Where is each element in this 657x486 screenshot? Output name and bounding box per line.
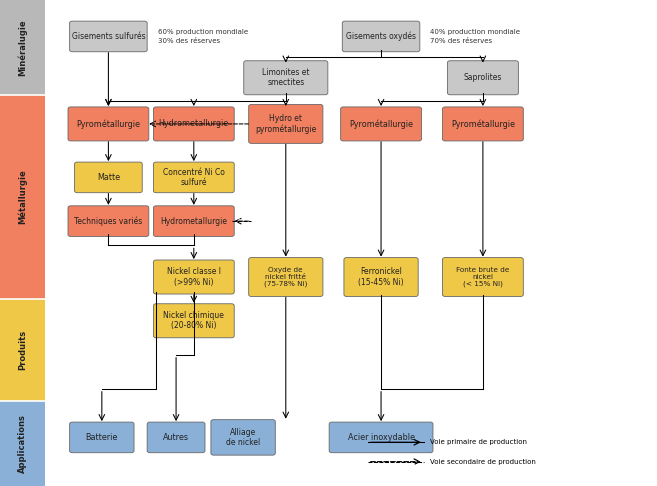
Text: Voie primaire de production: Voie primaire de production bbox=[430, 439, 528, 445]
Text: Limonites et
smectites: Limonites et smectites bbox=[262, 68, 309, 87]
FancyBboxPatch shape bbox=[447, 61, 518, 95]
FancyBboxPatch shape bbox=[442, 107, 523, 141]
Text: Ferronickel
(15-45% Ni): Ferronickel (15-45% Ni) bbox=[358, 267, 404, 287]
Text: Minéralugie: Minéralugie bbox=[18, 19, 27, 76]
Bar bbox=[0, 299, 45, 401]
Text: Nickel classe I
(>99% Ni): Nickel classe I (>99% Ni) bbox=[167, 267, 221, 287]
Text: Métallurgie: Métallurgie bbox=[18, 170, 27, 224]
Text: Pyrométallurgie: Pyrométallurgie bbox=[76, 119, 141, 129]
FancyBboxPatch shape bbox=[329, 422, 433, 453]
Text: Concentré Ni Co
sulfuré: Concentré Ni Co sulfuré bbox=[163, 168, 225, 187]
Text: Batterie: Batterie bbox=[85, 433, 118, 442]
Text: Gisements sulfurés: Gisements sulfurés bbox=[72, 32, 145, 41]
Text: Hydro et
pyrométallurgie: Hydro et pyrométallurgie bbox=[255, 114, 317, 134]
FancyBboxPatch shape bbox=[248, 258, 323, 296]
Text: Hydrometallurgie: Hydrometallurgie bbox=[160, 217, 227, 226]
Text: Techniques variés: Techniques variés bbox=[74, 216, 143, 226]
Bar bbox=[0, 0, 45, 95]
Text: Alliage
de nickel: Alliage de nickel bbox=[226, 428, 260, 447]
Text: Pyrométallurgie: Pyrométallurgie bbox=[349, 119, 413, 129]
FancyBboxPatch shape bbox=[248, 104, 323, 143]
Text: 40% production mondiale: 40% production mondiale bbox=[430, 29, 520, 35]
FancyBboxPatch shape bbox=[75, 162, 143, 192]
Text: Oxyde de
nickel fritté
(75-78% Ni): Oxyde de nickel fritté (75-78% Ni) bbox=[264, 267, 307, 287]
FancyBboxPatch shape bbox=[147, 422, 205, 453]
Text: 70% des réserves: 70% des réserves bbox=[430, 38, 493, 44]
Text: Autres: Autres bbox=[163, 433, 189, 442]
Text: Acier inoxydable: Acier inoxydable bbox=[348, 433, 415, 442]
FancyBboxPatch shape bbox=[153, 206, 234, 236]
FancyBboxPatch shape bbox=[442, 258, 523, 296]
FancyBboxPatch shape bbox=[153, 304, 234, 338]
FancyBboxPatch shape bbox=[68, 206, 148, 236]
FancyBboxPatch shape bbox=[344, 258, 418, 296]
FancyBboxPatch shape bbox=[340, 107, 422, 141]
FancyBboxPatch shape bbox=[342, 21, 420, 52]
FancyBboxPatch shape bbox=[68, 107, 148, 141]
Text: Produits: Produits bbox=[18, 330, 27, 370]
FancyBboxPatch shape bbox=[70, 422, 134, 453]
Bar bbox=[0, 95, 45, 299]
Text: 30% des réserves: 30% des réserves bbox=[158, 38, 220, 44]
Text: 60% production mondiale: 60% production mondiale bbox=[158, 29, 248, 35]
Text: Pyrométallurgie: Pyrométallurgie bbox=[451, 119, 515, 129]
FancyBboxPatch shape bbox=[70, 21, 147, 52]
FancyBboxPatch shape bbox=[244, 61, 328, 95]
Text: Hydrometallurgie: Hydrometallurgie bbox=[159, 120, 229, 128]
FancyBboxPatch shape bbox=[153, 260, 234, 294]
Bar bbox=[0, 401, 45, 486]
Text: Fonte brute de
nickel
(< 15% Ni): Fonte brute de nickel (< 15% Ni) bbox=[456, 267, 510, 287]
Text: Saprolites: Saprolites bbox=[464, 73, 502, 82]
Text: Voie secondaire de production: Voie secondaire de production bbox=[430, 459, 536, 465]
Text: Applications: Applications bbox=[18, 414, 27, 473]
Text: Nickel chimique
(20-80% Ni): Nickel chimique (20-80% Ni) bbox=[164, 311, 224, 330]
FancyBboxPatch shape bbox=[153, 162, 234, 192]
FancyBboxPatch shape bbox=[153, 107, 234, 141]
Text: Gisements oxydés: Gisements oxydés bbox=[346, 32, 416, 41]
FancyBboxPatch shape bbox=[211, 419, 275, 455]
Text: Matte: Matte bbox=[97, 173, 120, 182]
